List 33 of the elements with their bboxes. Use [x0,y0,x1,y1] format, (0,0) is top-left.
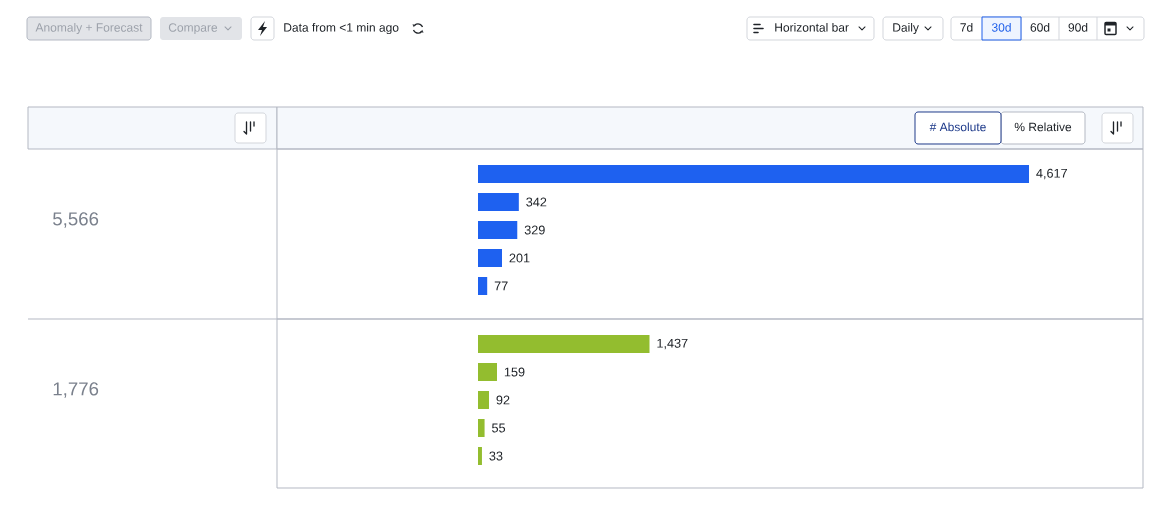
data-label: 1,437 [657,338,688,350]
text: 90d [1068,22,1088,32]
text: Anomaly + Forecast [35,22,143,35]
data-label: 4,617 [1036,168,1068,180]
bar [478,362,497,381]
data-label: 77 [494,281,508,291]
text: 60d [1030,22,1050,32]
text: Data from <1 min ago [284,22,399,35]
text: Compare [168,23,218,35]
bar [478,334,650,353]
text: Daily [893,22,919,35]
text: Horizontal bar [775,22,849,32]
data-label: 201 [509,253,530,263]
bar [478,276,488,295]
data-label: 329 [524,225,545,235]
text: % Relative [1014,122,1072,132]
text: 1,776 [53,382,99,398]
text: 5,566 [53,212,99,228]
bar [478,192,519,211]
bar [478,248,502,267]
bar [478,164,1030,183]
text: 7d [960,22,973,32]
bar [478,390,489,409]
text: 30d [991,22,1011,32]
data-label: 342 [526,197,547,207]
data-label: 159 [504,367,525,377]
text: # Absolute [929,122,986,132]
bar [478,220,518,239]
data-label: 55 [492,423,506,433]
data-label: 92 [496,395,510,405]
bar [478,418,485,437]
bar [478,446,482,465]
data-label: 33 [489,451,503,461]
